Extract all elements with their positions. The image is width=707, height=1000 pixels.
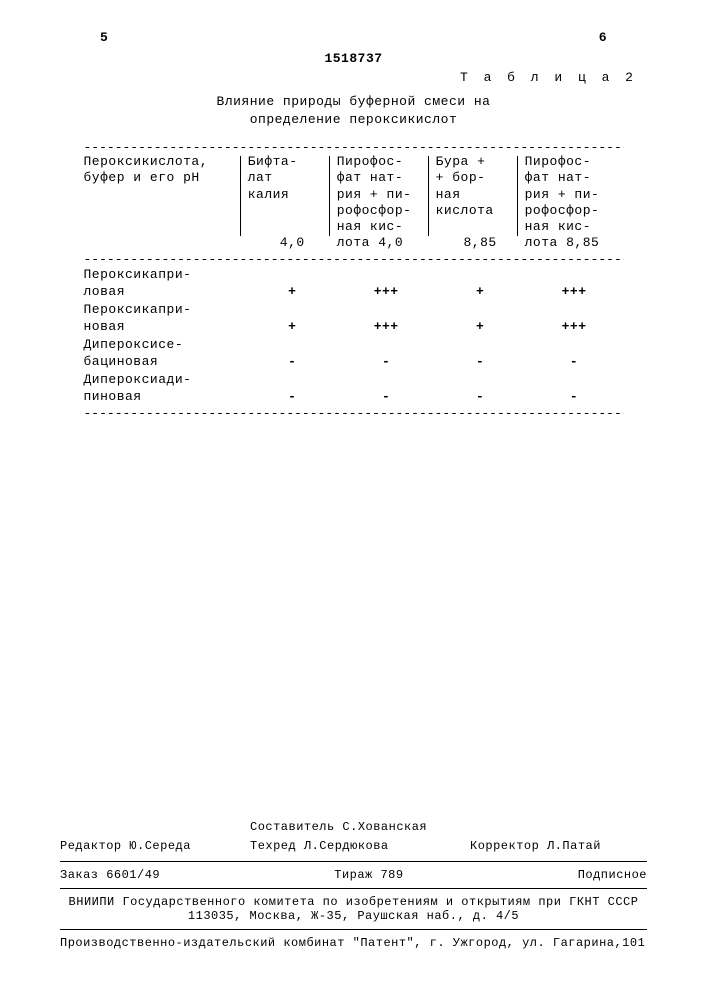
- org-line2: 113035, Москва, Ж-35, Раушская наб., д. …: [60, 909, 647, 923]
- header-col4-line6: лота 8,85: [525, 235, 624, 251]
- header-col4-line3: рия + пи-: [525, 187, 624, 203]
- row-name-line1: Дипероксисе-: [84, 336, 624, 354]
- header-col1-line2: лат: [248, 170, 337, 186]
- header-col0-line1: Пероксикислота,: [84, 154, 242, 170]
- header-col4-line1: Пирофос-: [525, 154, 624, 170]
- row-name-line1: Дипероксиади-: [84, 371, 624, 389]
- data-table: ----------------------------------------…: [84, 140, 624, 420]
- table-title-line2: определение пероксикислот: [50, 111, 657, 129]
- row-value-c2: +++: [337, 283, 436, 301]
- table-divider: ----------------------------------------…: [84, 406, 624, 420]
- header-col3-line3: ная: [436, 187, 525, 203]
- printer-text: Производственно-издательский комбинат "П…: [60, 936, 647, 950]
- row-value-c1: +: [248, 283, 337, 301]
- compiler-text: Составитель С.Хованская: [250, 819, 427, 836]
- row-value-c4: +++: [525, 283, 624, 301]
- header-col2-line2: фат нат-: [337, 170, 436, 186]
- header-col1-line3: калия: [248, 187, 337, 203]
- row-value-c4: -: [525, 388, 624, 406]
- table-row: Дипероксисе- бациновая - - - -: [84, 336, 624, 371]
- header-col1-ph: 4,0: [248, 235, 337, 251]
- document-number: 1518737: [50, 51, 657, 66]
- header-col3-line4: кислота: [436, 203, 525, 219]
- header-col3-line2: + бор-: [436, 170, 525, 186]
- row-value-c4: +++: [525, 318, 624, 336]
- editor-text: Редактор Ю.Середа: [60, 838, 250, 855]
- table-divider: ----------------------------------------…: [84, 252, 624, 266]
- row-value-c3: -: [436, 353, 525, 371]
- order-text: Заказ 6601/49: [60, 868, 160, 882]
- header-col4-line2: фат нат-: [525, 170, 624, 186]
- table-label: Т а б л и ц а 2: [50, 70, 637, 85]
- page-col-left: 5: [100, 30, 108, 45]
- header-col3-line1: Бура +: [436, 154, 525, 170]
- org-line1: ВНИИПИ Государственного комитета по изоб…: [60, 895, 647, 909]
- row-name-line1: Пероксикапри-: [84, 266, 624, 284]
- header-col2-line5: ная кис-: [337, 219, 436, 235]
- row-value-c3: -: [436, 388, 525, 406]
- row-value-c2: -: [337, 388, 436, 406]
- row-value-c3: +: [436, 318, 525, 336]
- row-value-c2: -: [337, 353, 436, 371]
- row-name-line1: Пероксикапри-: [84, 301, 624, 319]
- row-value-c2: +++: [337, 318, 436, 336]
- row-value-c1: -: [248, 353, 337, 371]
- header-col4-line4: рофосфор-: [525, 203, 624, 219]
- table-row: Дипероксиади- пиновая - - - -: [84, 371, 624, 406]
- row-name-line2: ловая: [84, 283, 248, 301]
- row-name-line2: пиновая: [84, 388, 248, 406]
- tech-text: Техред Л.Сердюкова: [250, 838, 470, 855]
- row-value-c1: -: [248, 388, 337, 406]
- header-col1-line1: Бифта-: [248, 154, 337, 170]
- header-col3-ph: 8,85: [436, 235, 525, 251]
- header-col2-line6: лота 4,0: [337, 235, 436, 251]
- table-divider: ----------------------------------------…: [84, 140, 624, 154]
- page-col-right: 6: [599, 30, 607, 45]
- row-name-line2: новая: [84, 318, 248, 336]
- table-row: Пероксикапри- ловая + +++ + +++: [84, 266, 624, 301]
- colophon: Составитель С.Хованская Редактор Ю.Серед…: [60, 819, 647, 950]
- header-col2-line4: рофосфор-: [337, 203, 436, 219]
- table-title-line1: Влияние природы буферной смеси на: [50, 93, 657, 111]
- header-col0-line2: буфер и его pH: [84, 170, 242, 186]
- header-col2-line3: рия + пи-: [337, 187, 436, 203]
- tirazh-text: Тираж 789: [334, 868, 403, 882]
- header-col4-line5: ная кис-: [525, 219, 624, 235]
- corrector-text: Корректор Л.Патай: [470, 838, 601, 855]
- table-row: Пероксикапри- новая + +++ + +++: [84, 301, 624, 336]
- row-value-c3: +: [436, 283, 525, 301]
- row-value-c1: +: [248, 318, 337, 336]
- sub-text: Подписное: [578, 868, 647, 882]
- row-name-line2: бациновая: [84, 353, 248, 371]
- header-col2-line1: Пирофос-: [337, 154, 436, 170]
- row-value-c4: -: [525, 353, 624, 371]
